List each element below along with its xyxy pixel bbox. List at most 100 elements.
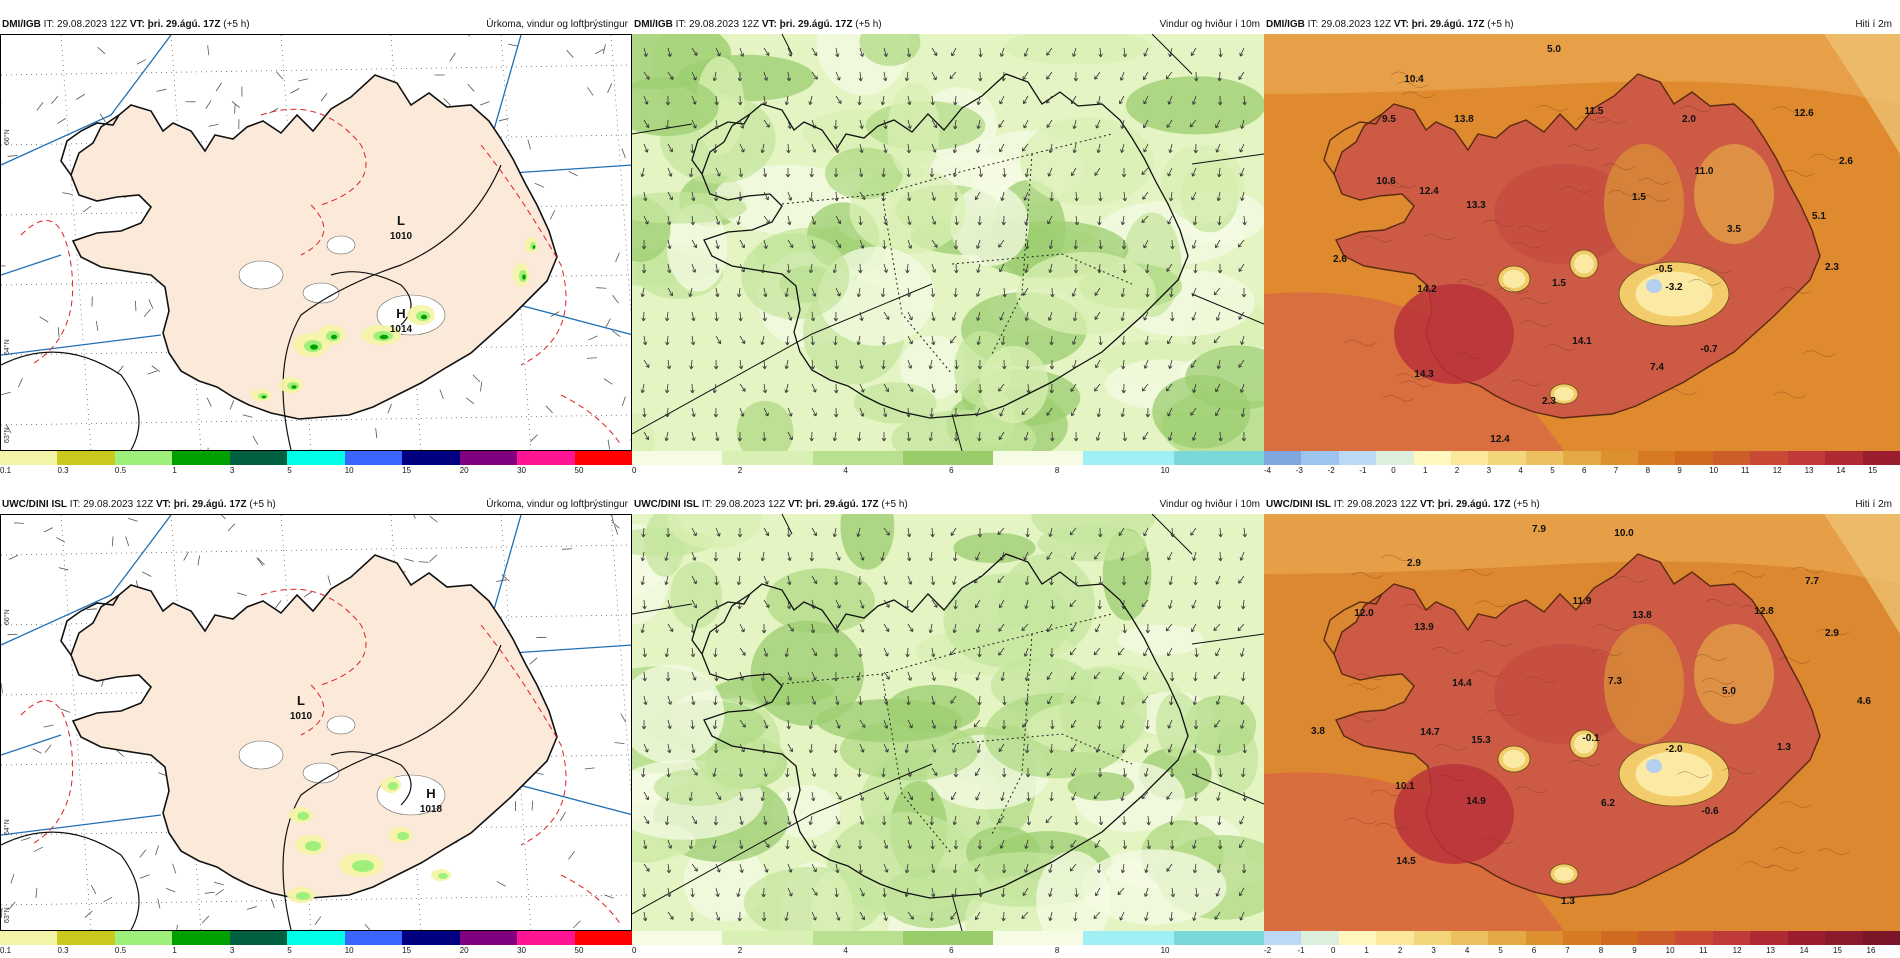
colorbar-swatch xyxy=(1174,931,1264,945)
colorbar-tick-label: 4 xyxy=(843,946,847,955)
colorbar-tick-label: 1 xyxy=(1364,946,1368,955)
colorbar-tick-label: 2 xyxy=(1398,946,1402,955)
temperature-label: -0.6 xyxy=(1701,806,1719,817)
colorbar-tick-label: 16 xyxy=(1867,946,1876,955)
glacier-core xyxy=(1503,750,1525,768)
colorbar-tick-label: 7 xyxy=(1614,466,1618,475)
colorbar-swatch xyxy=(172,451,229,465)
model-name: DMI/IGB xyxy=(634,19,673,30)
glacier-core xyxy=(1554,387,1574,401)
temperature-label: 1.3 xyxy=(1777,742,1791,753)
colorbar-swatch xyxy=(903,451,993,465)
colorbar-tick-label: 0.3 xyxy=(57,946,68,955)
valid-time: þri. 29.ágú. 17Z xyxy=(174,499,247,510)
colorbar-swatch xyxy=(1825,931,1862,945)
wind-speed-shading xyxy=(1118,625,1204,656)
colorbar-tick-label: 15 xyxy=(402,946,411,955)
colorbar-tick-label: 20 xyxy=(460,466,469,475)
colorbar-tick-label: 14 xyxy=(1800,946,1809,955)
colorbar-swatch xyxy=(575,451,632,465)
colorbar-swatch xyxy=(345,931,402,945)
temperature-label: 13.8 xyxy=(1632,610,1652,621)
colorbar-swatch xyxy=(1675,931,1712,945)
temperature-label: 1.5 xyxy=(1632,192,1646,203)
vt-prefix: VT: xyxy=(1394,19,1409,30)
colorbar-swatch xyxy=(632,451,722,465)
temperature-label: 1.3 xyxy=(1561,896,1575,907)
init-time: IT: 29.08.2023 12Z xyxy=(1334,499,1417,510)
temperature-label: 12.0 xyxy=(1354,608,1374,619)
colorbar-swatch xyxy=(517,931,574,945)
colorbar-swatch xyxy=(460,451,517,465)
colorbar-tick-label: 2 xyxy=(1455,466,1459,475)
temperature-label: 1.5 xyxy=(1552,278,1566,289)
pressure-center-value: 1018 xyxy=(420,804,443,815)
wind-speed-shading xyxy=(1152,375,1250,449)
colorbar-tick-label: 8 xyxy=(1055,466,1059,475)
panel-header: UWC/DINI ISL IT: 29.08.2023 12Z VT: þri.… xyxy=(1264,496,1900,514)
colorbar-tick-label: 2 xyxy=(738,946,742,955)
panel-header: DMI/IGB IT: 29.08.2023 12Z VT: þri. 29.á… xyxy=(632,16,1264,34)
precip-area-heavy xyxy=(310,344,318,349)
temperature-label: 10.4 xyxy=(1404,74,1424,85)
colorbar-tick-label: 14 xyxy=(1836,466,1845,475)
init-time: IT: 29.08.2023 12Z xyxy=(1308,19,1391,30)
panel-header: DMI/IGB IT: 29.08.2023 12Z VT: þri. 29.á… xyxy=(1264,16,1900,34)
temperature-label: 11.5 xyxy=(1585,106,1604,117)
init-time: IT: 29.08.2023 12Z xyxy=(44,19,127,30)
precip-area-heavy xyxy=(331,335,337,339)
pressure-center-value: 1010 xyxy=(290,711,313,722)
colorbar-swatch xyxy=(1713,931,1750,945)
colorbar-swatch xyxy=(1601,931,1638,945)
colorbar-swatch xyxy=(575,931,632,945)
temperature-label: -3.2 xyxy=(1665,282,1683,293)
temperature-label: 7.4 xyxy=(1650,362,1664,373)
latitude-label: 64°N xyxy=(3,339,11,355)
panel-title: Vindur og hviður í 10m xyxy=(1160,496,1260,514)
colorbar-tick-label: 0.3 xyxy=(57,466,68,475)
panel-header: UWC/DINI ISL IT: 29.08.2023 12Z VT: þri.… xyxy=(0,496,632,514)
colorbar-swatch xyxy=(402,451,459,465)
colorbar-swatch xyxy=(1083,931,1173,945)
colorbar-tick-label: 1 xyxy=(1423,466,1427,475)
precip-area-moderate xyxy=(352,860,374,872)
temperature-label: 6.2 xyxy=(1601,798,1615,809)
wind-map[interactable] xyxy=(632,514,1264,931)
colorbar-tick-label: 3 xyxy=(230,466,234,475)
wind-speed-shading xyxy=(1020,117,1154,205)
valid-time: þri. 29.ágú. 17Z xyxy=(1412,19,1485,30)
model-name: DMI/IGB xyxy=(2,19,41,30)
colorbar-tick-label: -2 xyxy=(1328,466,1335,475)
colorbar-tick-label: 0 xyxy=(632,946,636,955)
colorbar-tick-label: 0 xyxy=(632,466,636,475)
temperature-label: 5.1 xyxy=(1812,211,1826,222)
colorbar-tick-label: 10 xyxy=(1666,946,1675,955)
colorbar-tick-label: 11 xyxy=(1741,466,1749,475)
colorbar-swatch xyxy=(1788,451,1825,465)
colorbar-swatch xyxy=(1174,451,1264,465)
temperature-warm-area xyxy=(1394,284,1514,384)
colorbar-tick-label: 7 xyxy=(1565,946,1569,955)
temperature-label: 5.0 xyxy=(1722,686,1736,697)
colorbar-swatch xyxy=(1863,931,1900,945)
lead-offset: (+5 h) xyxy=(881,499,907,510)
colorbar-swatch xyxy=(460,931,517,945)
precip-area-moderate xyxy=(296,892,310,900)
colorbar-tick-label: 10 xyxy=(1161,946,1170,955)
panel-title: Úrkoma, vindur og loftþrýstingur xyxy=(486,16,628,34)
colorbar-swatch xyxy=(903,931,993,945)
glacier-core xyxy=(1636,272,1713,317)
latitude-label: 63°N xyxy=(3,907,11,923)
colorbar-swatch xyxy=(287,931,344,945)
valid-time: þri. 29.ágú. 17Z xyxy=(780,19,853,30)
model-name: UWC/DINI ISL xyxy=(1266,499,1331,510)
temperature-cool-area xyxy=(1604,144,1684,264)
precip-area-heavy xyxy=(421,315,427,319)
wind-map[interactable] xyxy=(632,34,1264,451)
colorbar-swatch xyxy=(1713,451,1750,465)
